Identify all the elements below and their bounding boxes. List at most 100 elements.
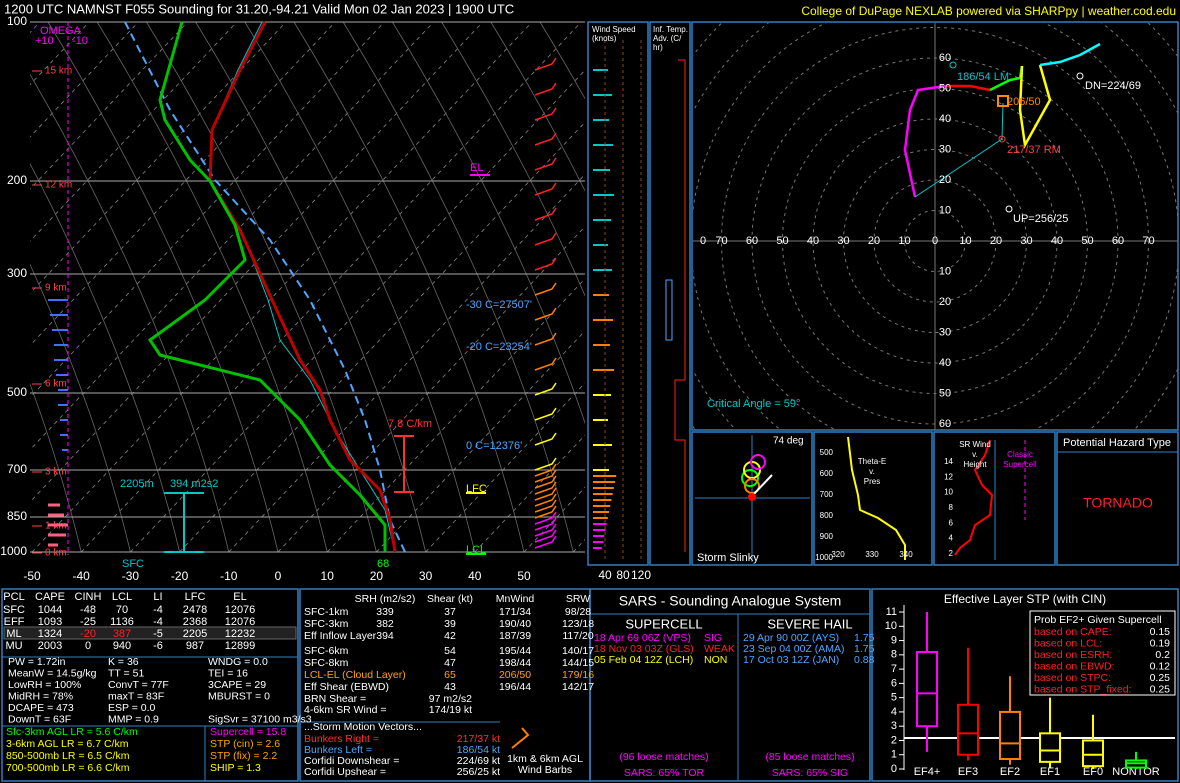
height-label: 12 km [45,180,72,191]
table-cell: 382 [376,618,394,630]
table-header: Shear (kt) [427,593,473,605]
pressure-tick-label: 500 [7,385,27,399]
isotherm [326,278,585,553]
table-cell: 2368 [183,616,207,628]
stp-box [957,703,979,756]
hodo-annotation: 217/37 RM [1007,144,1061,156]
wind-barb [534,307,557,321]
table-header: LCL [112,591,132,603]
ml-highlight [3,626,297,640]
hodograph-trace [903,42,1101,198]
isotherm [425,382,585,553]
table-header: SRW [566,593,590,605]
wind-barb [534,499,557,513]
sars-match: WEAK [704,643,735,655]
temp-tick-label: 40 [468,569,482,583]
hodo-ring-label: 10 [939,265,951,277]
wind-barb [534,523,557,537]
row-label: Eff Inflow Layer [304,630,377,642]
sars-prob: SARS: 65% TOR [624,767,705,779]
table-header: LI [153,591,162,603]
hodo-ring-label: 60 [939,52,951,64]
dry-adiabat [30,162,180,553]
advection-neg [665,279,673,341]
wind-barb [534,505,557,519]
index-cell: WNDG = 0.0 [208,656,268,668]
skewt-annotation: 2205m [120,478,154,490]
index-cell: K = 36 [108,656,139,668]
stp-category: EF3 [958,766,978,778]
skewt-annotation: EL [470,162,483,174]
row-label: Bunkers Left = [304,744,372,756]
max-lr-layer [394,435,414,493]
hodo-ring-label: 10 [939,204,951,216]
hodo-point [1005,205,1013,213]
wind-barb [534,529,557,543]
prob-value: 0.25 [1150,683,1171,695]
wind-barb [534,511,557,525]
eff-layer [164,492,204,553]
index-cell: TT = 51 [108,667,144,679]
index-cell: LowRH = 100% [8,679,81,691]
index-cell: MidRH = 78% [8,690,73,702]
height-label: 9 km [45,283,67,294]
wind-barb [534,517,557,531]
temp-tick-label: -30 [122,569,140,583]
dry-adiabat [146,21,377,553]
temp-tick-label: 10 [321,569,335,583]
prob-value: 0.12 [1150,660,1171,672]
sars-match: 29 Apr 90 00Z (AYS) [743,632,839,644]
dry-adiabat [30,73,230,553]
slinky-angle: 74 deg [773,436,804,447]
wind-barb [534,207,557,221]
table-cell: 217/37 kt [457,733,500,745]
pressure-tick-label: 100 [7,14,27,28]
index-cell: MBURST = 0 [208,690,270,702]
hodo-point [949,61,957,69]
hodo-x-label: 50 [776,235,788,247]
lapse-rate: 3-6km AGL LR = 6.7 C/km [6,738,129,750]
isotherm [228,173,585,553]
prob-label: based on ESRH: [1034,649,1112,661]
critical-angle-lines [914,102,1004,198]
isotherm [376,330,585,553]
index-cell: MMP = 0.9 [108,713,159,725]
prob-label: based on CAPE: [1034,626,1112,638]
speed-tick-label: 40 [598,568,612,582]
hodo-x-label: 10 [959,235,971,247]
table-cell: 12232 [225,628,256,640]
sars-match: 1.75 [854,632,875,644]
table-cell: 387 [113,628,131,640]
hodo-x-label: 60 [1112,235,1124,247]
wind-barb [534,82,557,96]
hodo-x-label: 40 [807,235,819,247]
table-cell: 140/17 [562,645,594,657]
composite-index: Supercell = 15.8 [210,726,286,738]
sars-match: 18 Nov 03 03Z (GLS) [594,643,694,655]
dry-adiabat [47,21,279,553]
skewt-annotation: -10 [72,35,88,47]
index-cell: SigSvr = 37100 m3/s3 [208,713,312,725]
height-label: 0 km [45,548,67,559]
prob-label: based on LCL: [1034,637,1102,649]
theta-y-label: 500 [820,448,834,457]
hodo-3-6 [945,84,991,92]
panel-title: (knots) [592,34,617,43]
table-cell: 987 [186,640,204,652]
small-panels [695,435,1026,562]
hodo-9-12 [1018,64,1052,149]
dry-adiabat [392,21,585,425]
wind-barb [534,481,557,495]
table-cell: -4 [153,616,163,628]
hodo-x-label: 60 [746,235,758,247]
table-cell: 97 m2/s2 [429,693,472,705]
sars-prob: SARS: 65% SIG [772,767,848,779]
table-cell: 206/50 [499,669,531,681]
table-cell: -5 [153,628,163,640]
hodo-annotation: 206/50 [1007,96,1041,108]
stp-category: NONTOR [1112,766,1160,778]
skewt-annotation: 7.8 C/km [388,418,432,430]
hodo-x-label: 70 [715,235,727,247]
